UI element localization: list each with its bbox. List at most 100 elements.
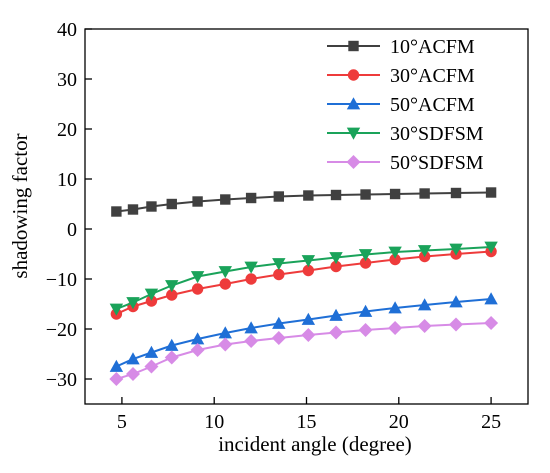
data-point	[388, 321, 403, 335]
data-point	[126, 352, 140, 365]
data-point	[109, 359, 124, 372]
y-axis-title: shadowing factor	[8, 133, 32, 278]
data-point	[191, 283, 204, 295]
data-point	[126, 297, 140, 310]
y-tick-label: −10	[46, 269, 77, 291]
legend-marker	[346, 97, 361, 110]
data-point	[272, 258, 286, 271]
data-point	[450, 187, 462, 199]
data-point	[111, 206, 122, 217]
data-point	[449, 317, 464, 332]
legend-entry-4: 30°SDFSM	[327, 123, 484, 145]
data-point	[125, 367, 140, 381]
y-tick-label: 20	[57, 119, 77, 141]
data-point	[273, 191, 285, 202]
data-point	[166, 198, 177, 210]
data-point	[244, 321, 258, 334]
data-point	[219, 278, 231, 290]
legend-label: 30°ACFM	[390, 65, 475, 87]
legend-marker	[346, 127, 361, 140]
data-point	[218, 326, 232, 339]
data-point	[144, 288, 159, 301]
y-tick-label: 40	[57, 19, 77, 41]
data-point	[389, 188, 401, 200]
y-tick-label: 30	[57, 69, 77, 91]
legend-label: 50°ACFM	[390, 94, 475, 116]
data-point	[449, 295, 463, 308]
data-point	[419, 188, 430, 199]
series-3	[109, 292, 498, 372]
data-point	[220, 194, 231, 205]
data-point	[360, 189, 371, 200]
data-point	[165, 280, 179, 293]
series-4	[109, 241, 498, 316]
data-point	[484, 241, 498, 254]
data-point	[190, 343, 205, 357]
y-tick-label: −20	[46, 319, 77, 341]
y-tick-label: −30	[46, 369, 77, 391]
data-point	[144, 359, 159, 374]
data-point	[190, 271, 205, 284]
series-5	[109, 316, 499, 386]
legend-marker	[348, 40, 359, 52]
data-point	[388, 246, 402, 259]
legend-entry-2: 30°ACFM	[327, 65, 475, 87]
data-point	[358, 249, 373, 262]
x-tick-label: 20	[389, 411, 409, 433]
data-point	[192, 196, 203, 207]
data-point	[109, 303, 124, 316]
data-point	[245, 273, 257, 285]
data-point	[190, 332, 205, 345]
data-point	[302, 264, 315, 277]
legend-label: 50°SDFSM	[390, 152, 484, 174]
data-point	[329, 308, 343, 321]
data-point	[218, 337, 233, 352]
data-point	[358, 323, 373, 337]
data-point	[144, 345, 159, 358]
data-point	[484, 292, 498, 305]
data-point	[301, 255, 316, 268]
data-point	[164, 350, 179, 365]
data-point	[271, 331, 286, 345]
data-point	[272, 316, 286, 329]
data-point	[484, 316, 499, 330]
legend-entry-3: 50°ACFM	[327, 94, 475, 116]
data-point	[330, 189, 342, 201]
data-point	[359, 257, 372, 269]
data-point	[244, 334, 259, 348]
data-point	[303, 190, 314, 201]
x-tick-label: 10	[204, 411, 224, 433]
data-point	[389, 253, 401, 266]
data-point	[358, 304, 373, 317]
data-point	[330, 260, 342, 273]
x-axis-title: incident angle (degree)	[218, 432, 412, 456]
x-tick-label: 15	[297, 411, 317, 433]
x-tick-label: 25	[481, 411, 501, 433]
legend-entry-1: 10°ACFM	[327, 36, 475, 58]
data-point	[146, 201, 157, 212]
data-point	[245, 192, 257, 204]
data-point	[485, 187, 497, 198]
data-point	[301, 328, 316, 342]
x-tick-label: 5	[117, 411, 127, 433]
legend-marker	[346, 155, 361, 169]
data-point	[417, 298, 432, 311]
legend-label: 10°ACFM	[390, 36, 475, 58]
data-point	[109, 372, 124, 386]
series-line	[116, 322, 492, 380]
data-point	[449, 243, 463, 256]
data-point	[273, 268, 285, 281]
data-point	[329, 325, 344, 340]
data-point	[218, 266, 232, 279]
data-point	[165, 338, 179, 351]
legend-label: 30°SDFSM	[390, 123, 484, 145]
data-point	[301, 312, 316, 325]
y-tick-label: 0	[67, 219, 77, 241]
data-point	[244, 261, 258, 274]
data-point	[417, 319, 432, 333]
data-point	[417, 245, 432, 258]
legend-entry-5: 50°SDFSM	[327, 152, 484, 174]
data-point	[127, 204, 139, 215]
